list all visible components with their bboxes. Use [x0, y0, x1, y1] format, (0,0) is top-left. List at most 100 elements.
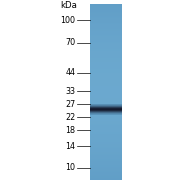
Bar	[90, 136, 122, 137]
Bar	[90, 17, 122, 18]
Bar	[90, 65, 122, 66]
Bar	[90, 78, 122, 79]
Bar	[90, 26, 122, 27]
Bar	[90, 45, 122, 46]
Bar	[90, 67, 122, 68]
Bar	[90, 84, 122, 85]
Bar	[90, 57, 122, 58]
Bar	[90, 32, 122, 33]
Bar	[90, 100, 122, 101]
Bar	[90, 20, 122, 21]
Bar	[90, 134, 122, 135]
Bar	[90, 6, 122, 7]
Bar	[90, 140, 122, 141]
Bar	[90, 164, 122, 165]
Bar	[90, 54, 122, 55]
Bar	[90, 177, 122, 178]
Text: 100: 100	[61, 15, 76, 24]
Bar	[90, 110, 122, 111]
Bar	[90, 147, 122, 148]
Bar	[90, 139, 122, 140]
Bar	[90, 95, 122, 96]
Bar	[90, 172, 122, 173]
Bar	[90, 118, 122, 119]
Bar	[90, 97, 122, 98]
Bar	[90, 159, 122, 160]
Bar	[90, 116, 122, 117]
Bar	[90, 158, 122, 159]
Bar	[90, 117, 122, 118]
Bar	[90, 149, 122, 150]
Bar	[90, 145, 122, 146]
Bar	[90, 178, 122, 179]
Bar	[90, 122, 122, 123]
Bar	[90, 155, 122, 156]
Bar	[90, 51, 122, 52]
Bar	[90, 168, 122, 169]
Text: 27: 27	[65, 100, 76, 109]
Text: 10: 10	[66, 163, 76, 172]
Bar	[90, 85, 122, 86]
Bar	[90, 101, 122, 102]
Bar	[90, 31, 122, 32]
Bar	[90, 135, 122, 136]
Bar	[90, 19, 122, 20]
Bar	[90, 106, 122, 107]
Bar	[90, 138, 122, 139]
Text: 18: 18	[66, 126, 76, 135]
Bar	[90, 137, 122, 138]
Bar	[90, 10, 122, 11]
Bar	[90, 21, 122, 22]
Bar	[90, 165, 122, 166]
Bar	[90, 174, 122, 175]
Bar	[90, 123, 122, 124]
Bar	[90, 166, 122, 167]
Bar	[90, 69, 122, 70]
Bar	[90, 156, 122, 157]
Bar	[90, 12, 122, 13]
Bar	[90, 88, 122, 89]
Bar	[90, 37, 122, 38]
Bar	[90, 29, 122, 30]
Bar	[90, 121, 122, 122]
Bar	[90, 62, 122, 63]
Bar	[90, 96, 122, 97]
Bar	[90, 125, 122, 126]
Bar	[90, 43, 122, 44]
Bar	[90, 36, 122, 37]
Bar	[90, 103, 122, 104]
Bar	[90, 87, 122, 88]
Bar	[90, 107, 122, 108]
Bar	[90, 13, 122, 14]
Bar	[90, 102, 122, 103]
Bar	[90, 42, 122, 43]
Bar	[90, 14, 122, 15]
Bar	[90, 124, 122, 125]
Bar	[90, 71, 122, 72]
Bar	[90, 163, 122, 164]
Bar	[90, 133, 122, 134]
Bar	[90, 79, 122, 80]
Bar	[90, 24, 122, 25]
Bar	[90, 176, 122, 177]
Bar	[90, 61, 122, 62]
Bar	[90, 142, 122, 143]
Bar	[90, 91, 122, 92]
Bar	[90, 94, 122, 95]
Bar	[90, 132, 122, 133]
Bar	[90, 7, 122, 8]
Bar	[90, 148, 122, 149]
Bar	[90, 59, 122, 60]
Bar	[90, 152, 122, 153]
Bar	[90, 53, 122, 54]
Bar	[90, 52, 122, 53]
Bar	[90, 128, 122, 129]
Bar	[90, 130, 122, 131]
Bar	[90, 120, 122, 121]
Bar	[90, 38, 122, 39]
Text: 14: 14	[66, 142, 76, 151]
Bar	[90, 175, 122, 176]
Bar	[90, 114, 122, 115]
Bar	[90, 23, 122, 24]
Bar	[90, 80, 122, 81]
